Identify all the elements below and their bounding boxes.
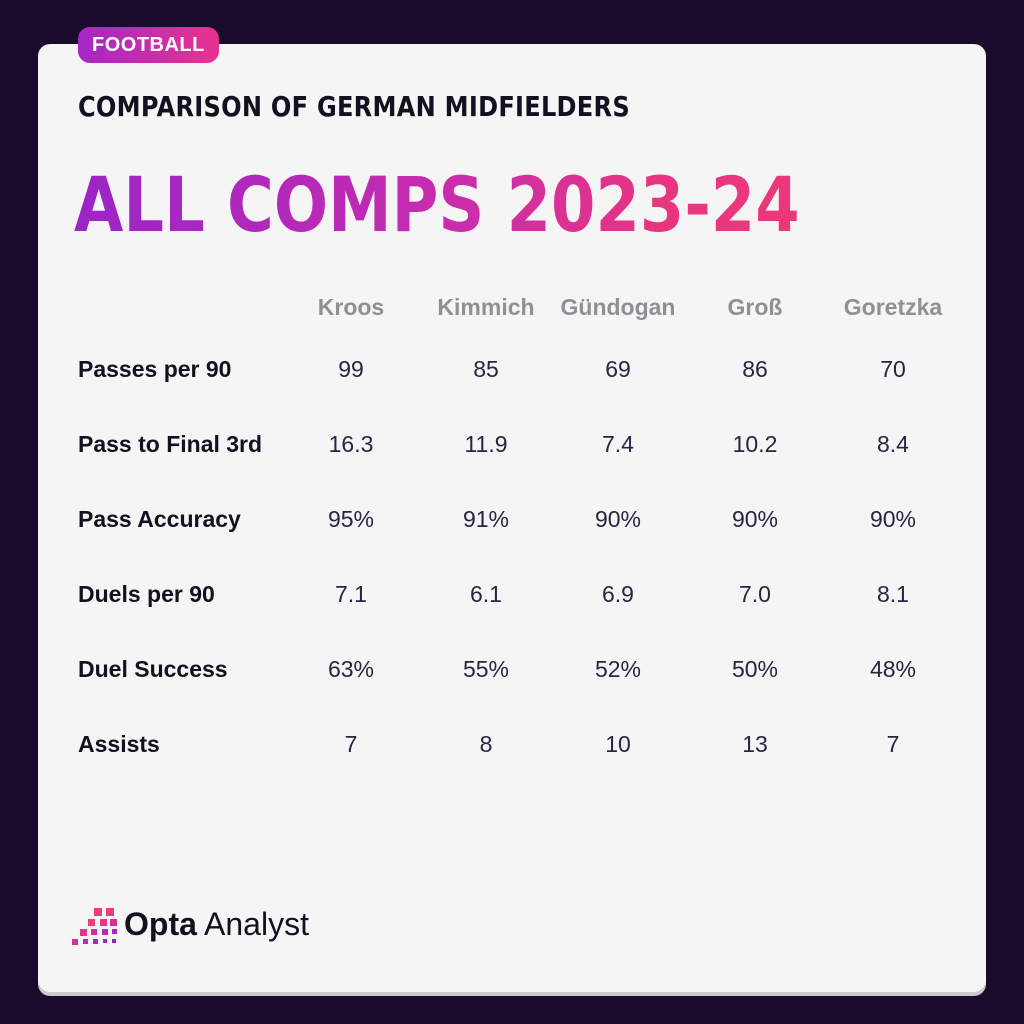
table-cell: 7.0: [739, 581, 771, 607]
row-label: Pass Accuracy: [78, 506, 241, 532]
row-label: Duels per 90: [78, 581, 215, 607]
chart-headline: ALL COMPS 2023-24: [74, 160, 914, 250]
column-header: Groß: [727, 294, 783, 320]
category-tag: FOOTBALL: [78, 27, 219, 63]
table-cell: 99: [338, 356, 364, 382]
column-header: Kimmich: [437, 294, 535, 320]
table-cell: 11.9: [464, 431, 508, 457]
table-cell: 7.1: [335, 581, 367, 607]
table-cell: 70: [880, 356, 906, 382]
table-cell: 95%: [327, 506, 375, 532]
table-cell: 86: [742, 356, 768, 382]
table-cell: 16.3: [328, 431, 374, 457]
table-cell: 6.9: [602, 581, 634, 607]
opta-logo-icon: [72, 908, 117, 945]
table-cell: 69: [605, 356, 631, 382]
column-header: Goretzka: [843, 294, 943, 320]
table-cell: 8.1: [877, 581, 909, 607]
table-cell: 50%: [731, 656, 779, 682]
row-label: Pass to Final 3rd: [78, 431, 263, 457]
table-cell: 55%: [462, 656, 510, 682]
table-cell: 63%: [327, 656, 375, 682]
chart-subtitle: COMPARISON OF GERMAN MIDFIELDERS: [78, 90, 630, 123]
row-label: Assists: [78, 731, 160, 757]
table-cell: 90%: [731, 506, 779, 532]
table-cell: 10.2: [732, 431, 778, 457]
table-cell: 85: [473, 356, 499, 382]
stats-card: [38, 44, 986, 992]
row-label: Passes per 90: [78, 356, 232, 382]
table-cell: 90%: [869, 506, 917, 532]
table-cell: 6.1: [470, 581, 502, 607]
column-header: Gündogan: [560, 294, 676, 320]
column-header: Kroos: [317, 294, 385, 320]
table-cell: 90%: [594, 506, 642, 532]
table-cell: 8.4: [877, 431, 909, 457]
table-cell: 8: [479, 731, 493, 757]
table-cell: 7: [886, 731, 900, 757]
table-cell: 48%: [869, 656, 917, 682]
table-cell: 7.4: [602, 431, 634, 457]
table-cell: 7: [344, 731, 358, 757]
table-cell: 91%: [462, 506, 510, 532]
table-cell: 10: [605, 731, 631, 757]
table-cell: 13: [742, 731, 768, 757]
table-cell: 52%: [594, 656, 642, 682]
brand-name: Opta Analyst: [124, 906, 309, 942]
row-label: Duel Success: [78, 656, 228, 682]
